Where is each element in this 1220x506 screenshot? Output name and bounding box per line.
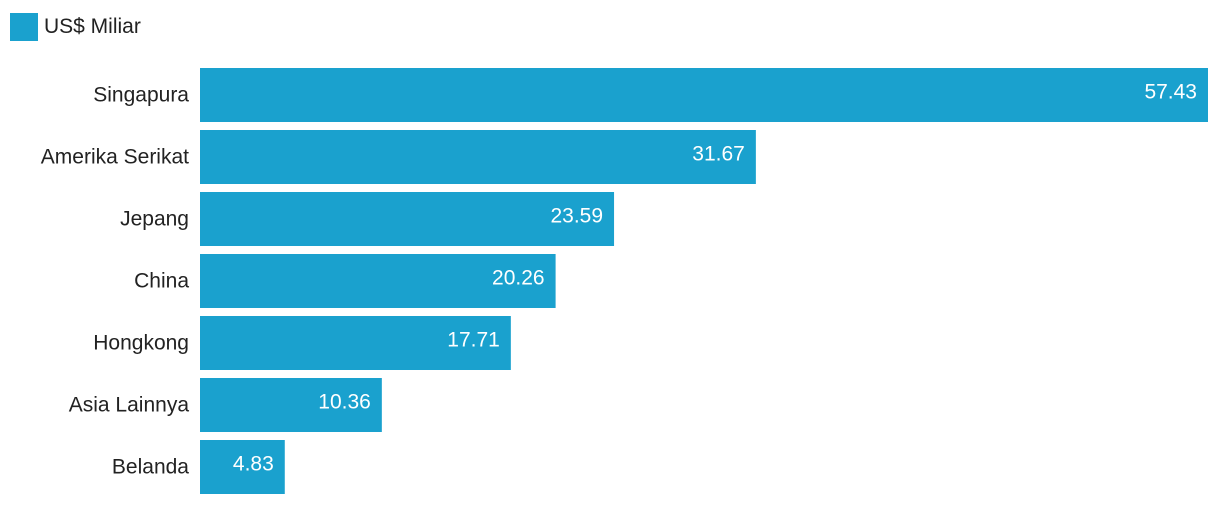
value-label: 20.26 (492, 267, 545, 290)
value-label: 17.71 (447, 329, 500, 352)
category-label: Jepang (120, 208, 189, 231)
legend-label: US$ Miliar (44, 15, 141, 38)
category-label: Belanda (112, 456, 189, 479)
category-label: Singapura (93, 84, 189, 107)
value-label: 4.83 (233, 453, 274, 476)
value-label: 23.59 (550, 205, 603, 228)
category-label: China (134, 270, 189, 293)
value-label: 57.43 (1144, 81, 1197, 104)
bar-belanda (200, 440, 285, 494)
legend-swatch (10, 13, 38, 41)
bar-amerika-serikat (200, 130, 756, 184)
bar-hongkong (200, 316, 511, 370)
category-label: Asia Lainnya (69, 394, 190, 417)
category-label: Hongkong (93, 332, 189, 355)
bar-china (200, 254, 556, 308)
bar-asia-lainnya (200, 378, 382, 432)
bar-jepang (200, 192, 615, 246)
category-label: Amerika Serikat (41, 146, 189, 169)
value-label: 31.67 (692, 143, 745, 166)
value-label: 10.36 (318, 391, 371, 414)
bar-singapura (200, 68, 1208, 122)
legend: US$ Miliar (10, 12, 141, 42)
